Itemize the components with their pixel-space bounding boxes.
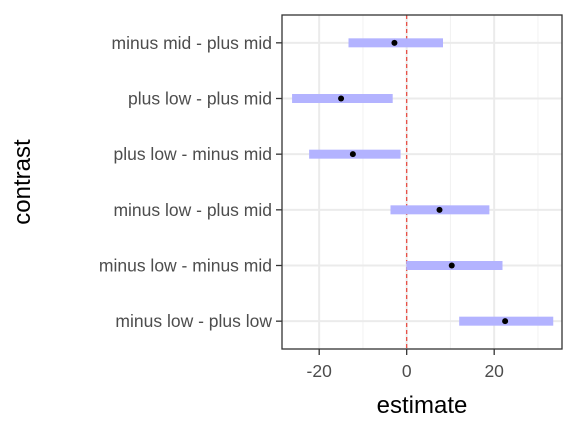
estimate-point (391, 39, 398, 46)
major-gridlines (282, 15, 562, 349)
y-tick-label: minus mid - plus mid (112, 33, 272, 53)
x-axis-title: estimate (377, 392, 468, 419)
y-axis: minus mid - plus mid plus low - plus mid p… (99, 33, 282, 331)
x-tick-label: 0 (402, 361, 412, 381)
minor-gridlines (362, 15, 539, 349)
plot-panel-border (281, 14, 563, 350)
point-estimates (338, 39, 509, 325)
y-tick-label: minus low - plus low (115, 311, 272, 331)
plot-panel-background (282, 15, 562, 349)
estimate-point (349, 151, 356, 158)
estimate-point (502, 318, 509, 325)
y-axis-title: contrast (9, 139, 36, 225)
y-tick-label: plus low - minus mid (113, 144, 272, 164)
estimate-point (448, 262, 455, 269)
estimate-point (338, 95, 345, 102)
estimate-point (436, 206, 443, 213)
x-axis: -20 0 20 (307, 349, 504, 381)
y-tick-label: minus low - minus mid (99, 256, 272, 276)
y-tick-label: minus low - plus mid (113, 200, 272, 220)
x-tick-label: 20 (484, 361, 504, 381)
y-tick-label: plus low - plus mid (128, 89, 272, 109)
x-tick-label: -20 (307, 361, 333, 381)
